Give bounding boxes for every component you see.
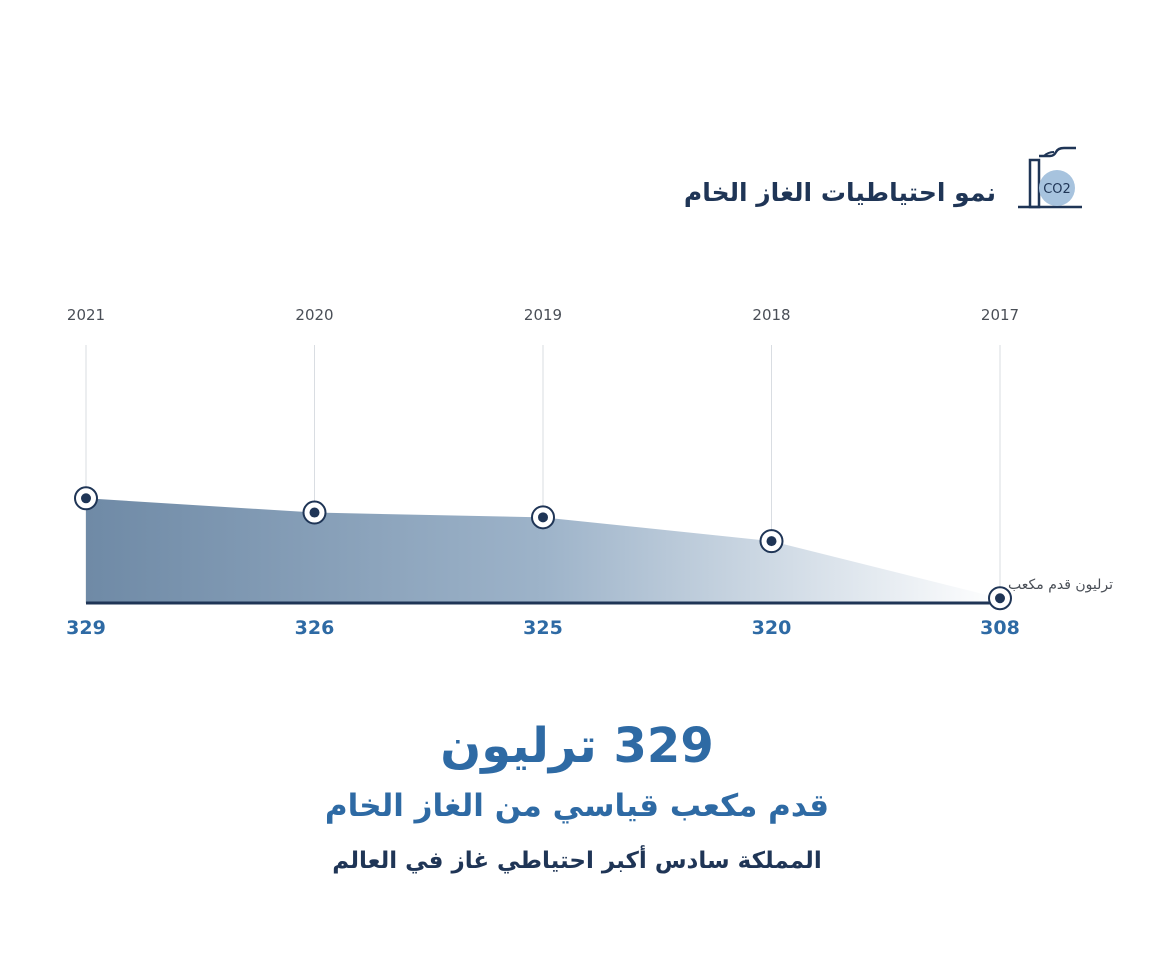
subheadline: قدم مكعب قياسي من الغاز الخام <box>324 788 830 824</box>
data-point-2020 <box>302 500 327 525</box>
value-label-2020: 326 <box>295 617 335 639</box>
year-label-2020: 2020 <box>295 306 333 324</box>
svg-text:CO2: CO2 <box>1043 182 1071 197</box>
data-point-2017 <box>988 586 1012 611</box>
value-label-2017: 308 <box>980 617 1020 639</box>
unit-label: ترليون قدم مكعب <box>1008 577 1113 593</box>
data-point-2019 <box>531 505 555 530</box>
co2-factory-icon: CO2 <box>1018 146 1082 209</box>
chart-title: نمو احتياطيات الغاز الخام <box>683 178 996 207</box>
headline-value: 329 ترليون <box>440 718 714 774</box>
year-label-2017: 2017 <box>981 306 1019 324</box>
footnote: المملكة سادس أكبر احتياطي غاز في العالم <box>332 848 822 874</box>
year-label-2021: 2021 <box>67 306 105 324</box>
data-point-2018 <box>759 529 784 554</box>
year-label-2018: 2018 <box>752 306 790 324</box>
data-point-2021 <box>74 486 98 511</box>
value-label-2018: 320 <box>752 617 792 639</box>
value-label-2021: 329 <box>66 617 106 639</box>
value-label-2019: 325 <box>523 617 563 639</box>
year-label-2019: 2019 <box>524 306 562 324</box>
